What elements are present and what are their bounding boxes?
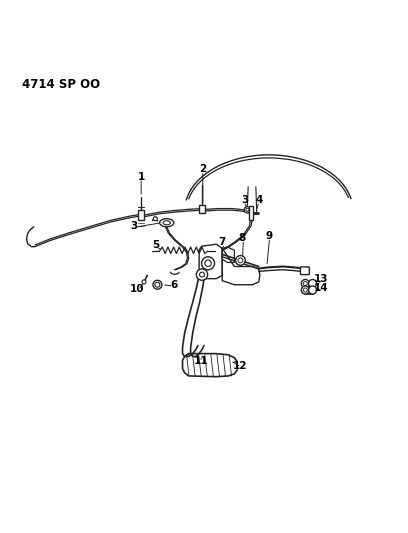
Text: 10: 10	[130, 284, 144, 294]
Text: 7: 7	[219, 237, 226, 247]
Text: 4: 4	[255, 195, 262, 205]
Circle shape	[153, 216, 157, 221]
FancyBboxPatch shape	[249, 206, 253, 220]
Text: 13: 13	[314, 274, 329, 285]
Circle shape	[142, 280, 146, 284]
Text: 4714 SP OO: 4714 SP OO	[22, 78, 100, 91]
Text: 8: 8	[239, 233, 246, 243]
Circle shape	[235, 255, 245, 265]
Text: 6: 6	[170, 280, 177, 290]
Text: 2: 2	[199, 164, 206, 174]
FancyBboxPatch shape	[300, 267, 309, 274]
Circle shape	[301, 279, 309, 288]
Circle shape	[196, 269, 208, 280]
Circle shape	[301, 286, 309, 294]
Text: 11: 11	[194, 356, 208, 366]
Text: 12: 12	[233, 361, 248, 371]
Circle shape	[308, 279, 317, 288]
Text: 1: 1	[137, 172, 145, 182]
FancyBboxPatch shape	[199, 205, 205, 213]
Text: 9: 9	[265, 231, 273, 241]
Ellipse shape	[160, 219, 174, 227]
Circle shape	[308, 286, 317, 294]
Circle shape	[202, 257, 215, 270]
Ellipse shape	[163, 221, 171, 225]
Text: 3: 3	[241, 195, 248, 205]
Text: 3: 3	[131, 221, 138, 231]
Circle shape	[153, 280, 162, 289]
Circle shape	[244, 206, 251, 213]
Text: 5: 5	[152, 240, 159, 251]
FancyBboxPatch shape	[138, 210, 144, 220]
Text: 14: 14	[314, 282, 329, 293]
